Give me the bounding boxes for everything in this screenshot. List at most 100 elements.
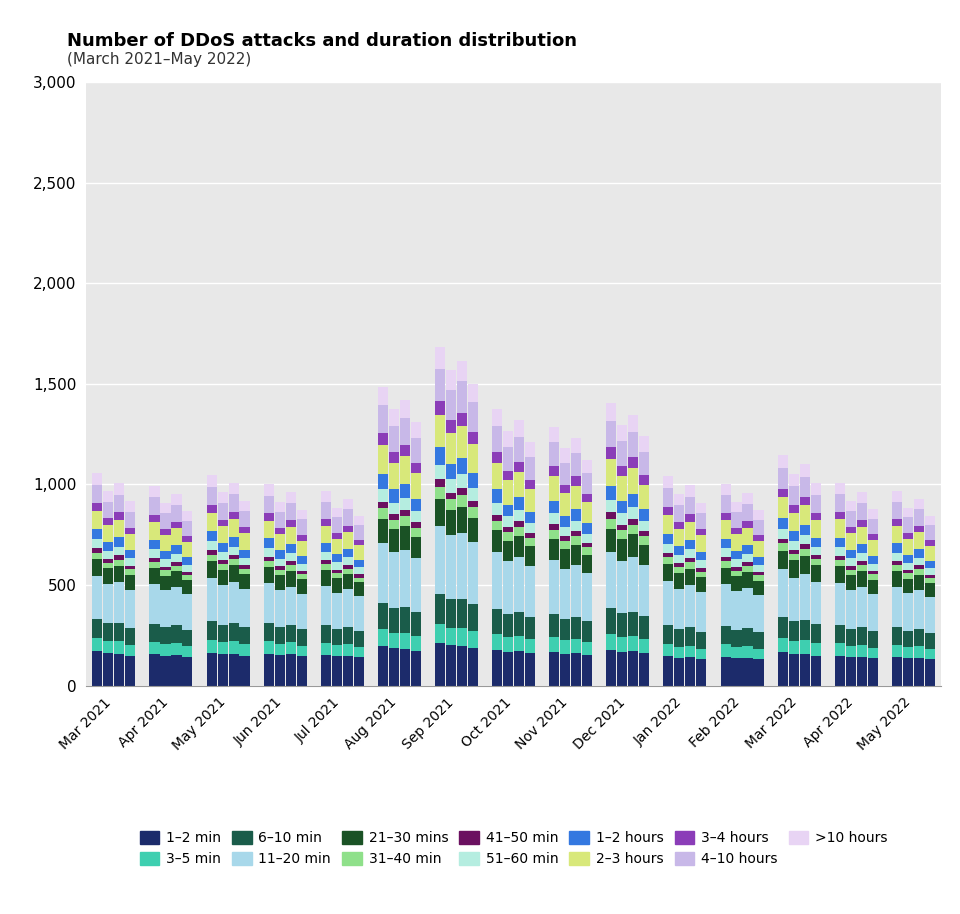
Bar xyxy=(297,645,306,656)
Bar xyxy=(160,627,171,644)
Bar xyxy=(321,586,331,625)
Bar xyxy=(607,552,616,609)
Bar xyxy=(150,642,159,654)
Bar xyxy=(264,557,274,561)
Bar xyxy=(617,465,628,476)
Bar xyxy=(778,529,788,538)
Bar xyxy=(297,556,306,564)
Bar xyxy=(503,516,514,527)
Bar xyxy=(924,526,935,540)
Bar xyxy=(924,597,935,633)
Bar xyxy=(206,531,217,541)
Bar xyxy=(778,617,788,638)
Bar xyxy=(206,513,217,531)
Bar xyxy=(549,613,560,637)
Text: Number of DDoS attacks and duration distribution: Number of DDoS attacks and duration dist… xyxy=(67,32,577,50)
Bar xyxy=(150,561,159,568)
Bar xyxy=(607,403,616,420)
Bar xyxy=(788,474,799,486)
Bar xyxy=(160,559,171,567)
Bar xyxy=(561,619,570,640)
Bar xyxy=(343,526,353,532)
Bar xyxy=(104,518,113,525)
Bar xyxy=(914,558,924,566)
Bar xyxy=(492,521,502,530)
Bar xyxy=(721,538,731,548)
Bar xyxy=(218,654,228,686)
Bar xyxy=(856,571,867,587)
Bar xyxy=(332,645,342,656)
Bar xyxy=(239,627,250,644)
Bar xyxy=(218,526,228,543)
Bar xyxy=(435,368,445,401)
Bar xyxy=(685,569,695,585)
Bar xyxy=(92,559,103,577)
Bar xyxy=(172,655,181,686)
Bar xyxy=(549,466,560,476)
Bar xyxy=(582,503,592,524)
Bar xyxy=(206,640,217,653)
Bar xyxy=(582,524,592,534)
Bar xyxy=(754,572,763,575)
Bar xyxy=(332,579,342,592)
Bar xyxy=(275,502,285,512)
Bar xyxy=(639,521,649,531)
Bar xyxy=(924,569,935,575)
Bar xyxy=(914,499,924,509)
Bar xyxy=(663,553,674,558)
Bar xyxy=(732,570,741,577)
Bar xyxy=(834,556,845,560)
Bar xyxy=(114,494,125,513)
Bar xyxy=(742,527,753,545)
Bar xyxy=(239,566,250,569)
Bar xyxy=(810,547,821,555)
Bar xyxy=(457,600,467,628)
Bar xyxy=(868,519,877,535)
Bar xyxy=(571,521,581,531)
Bar xyxy=(264,484,274,495)
Bar xyxy=(468,501,478,507)
Bar xyxy=(297,579,306,593)
Bar xyxy=(674,589,684,629)
Bar xyxy=(754,536,763,541)
Bar xyxy=(571,476,581,485)
Bar xyxy=(468,384,478,402)
Bar xyxy=(150,654,159,686)
Bar xyxy=(902,555,913,563)
Bar xyxy=(150,584,159,623)
Bar xyxy=(788,531,799,541)
Bar xyxy=(446,510,456,536)
Bar xyxy=(810,559,821,566)
Bar xyxy=(685,522,695,540)
Bar xyxy=(297,519,306,535)
Bar xyxy=(389,529,399,552)
Bar xyxy=(834,519,845,537)
Bar xyxy=(514,462,524,473)
Bar xyxy=(800,497,809,505)
Bar xyxy=(778,569,788,617)
Bar xyxy=(846,550,855,558)
Bar xyxy=(321,519,331,526)
Bar xyxy=(378,474,388,489)
Bar xyxy=(582,473,592,494)
Bar xyxy=(286,520,296,527)
Bar xyxy=(206,474,217,486)
Bar xyxy=(561,449,570,462)
Bar xyxy=(353,596,364,632)
Bar xyxy=(239,511,250,527)
Bar xyxy=(492,490,502,503)
Bar xyxy=(742,504,753,521)
Bar xyxy=(104,623,113,641)
Bar xyxy=(663,515,674,534)
Bar xyxy=(902,593,913,631)
Bar xyxy=(125,566,135,569)
Bar xyxy=(914,509,924,526)
Bar xyxy=(514,526,524,536)
Bar xyxy=(446,390,456,420)
Bar xyxy=(332,539,342,555)
Bar xyxy=(160,536,171,551)
Bar xyxy=(721,513,731,520)
Bar xyxy=(492,409,502,426)
Bar xyxy=(218,552,228,560)
Legend: 1–2 min, 3–5 min, 6–10 min, 11–20 min, 21–30 mins, 31–40 min, 41–50 min, 51–60 m: 1–2 min, 3–5 min, 6–10 min, 11–20 min, 2… xyxy=(134,825,893,872)
